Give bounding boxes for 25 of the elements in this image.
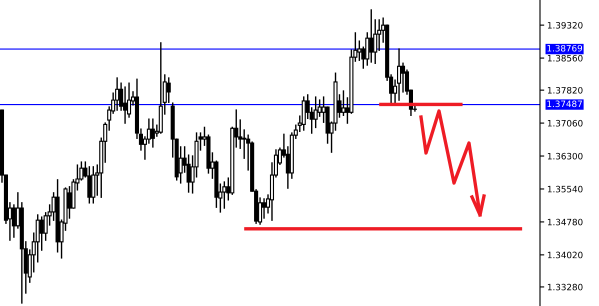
y-tick-label: 1.38560 [548, 54, 583, 62]
y-tick-label: 1.37060 [548, 120, 583, 127]
candlestick [400, 62, 406, 93]
candlestick [40, 216, 44, 251]
candlestick [262, 198, 266, 219]
y-tick-label: 1.34780 [548, 218, 583, 226]
ref-line-label: 1.37487 [547, 100, 582, 108]
candlestick [91, 166, 96, 204]
y-tick-label: 1.34020 [548, 252, 583, 258]
y-tick-label: 1.36300 [548, 152, 583, 160]
candlestick [150, 118, 155, 148]
candlestick [12, 204, 16, 238]
candlestick [369, 9, 374, 63]
y-tick-label: 1.39320 [548, 22, 583, 29]
ref-line-label: 1.38769 [547, 44, 582, 52]
candlestick [115, 77, 120, 111]
y-tick-label: 1.35540 [548, 186, 583, 192]
candlestick [341, 90, 346, 116]
candlestick [302, 96, 306, 131]
candlestick [397, 48, 402, 101]
candlestick [166, 77, 171, 103]
candlestick [222, 181, 226, 209]
y-tick-label: 1.37820 [548, 86, 583, 94]
candlestick [123, 86, 128, 124]
y-tick-label: 1.33280 [548, 284, 583, 290]
